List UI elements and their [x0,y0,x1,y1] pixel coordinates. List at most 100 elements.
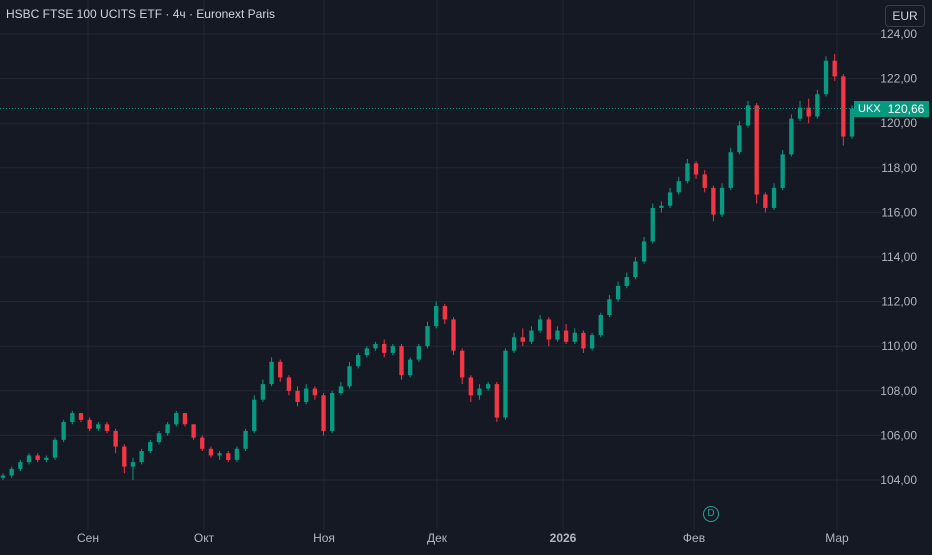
candle-body [607,299,612,315]
candle-body [468,377,473,396]
candle-body [165,424,170,434]
y-tick-label: 124,00 [880,27,917,41]
candle-body [537,319,543,331]
candle-body [529,330,534,342]
candle-body [737,125,742,153]
candle-body [849,108,855,137]
candle-body [806,107,811,117]
candle-body [208,448,214,456]
candle-body [823,60,829,95]
candle-body [797,107,803,119]
y-tick-label: 118,00 [881,161,917,175]
x-tick-label: Фев [683,531,705,545]
candle-body [174,413,179,425]
grid-layer [0,0,882,530]
last-price-tag: UKX 120,66 [854,101,930,117]
candle-body [624,277,629,286]
candle-body [485,384,491,389]
y-tick-label: 114,00 [881,250,917,264]
price-tag-value: 120,66 [884,101,930,117]
candle-body [382,343,387,353]
candle-body [615,285,621,300]
x-tick-label: Дек [427,531,448,545]
candle-body [815,94,820,117]
chart-title: HSBC FTSE 100 UCITS ETF · 4ч · Euronext … [6,7,275,21]
candle-body [61,422,66,440]
candle-body [425,326,430,347]
candle-body [217,453,222,456]
candle-layer [0,54,855,480]
candle-body [373,343,378,349]
candle-body [330,393,335,431]
candle-body [494,384,499,418]
candle-body [745,105,751,126]
y-tick-label: 110,00 [881,339,917,353]
candle-body [9,468,14,476]
candle-body [148,442,153,452]
candle-body [676,181,681,193]
candle-body [0,475,6,478]
candle-body [122,446,127,467]
candle-body [511,337,517,351]
candle-body [771,187,777,208]
candle-body [113,430,118,447]
candle-body [156,433,162,443]
candle-body [399,346,404,376]
candle-body [182,413,188,425]
candle-body [191,424,196,438]
candle-body [728,152,733,188]
y-tick-label: 122,00 [880,72,917,86]
candle-body [390,346,396,353]
candle-body [459,350,465,378]
candle-body [520,337,525,342]
candle-body [789,118,794,155]
candle-body [563,330,569,342]
price-tag-symbol: UKX [854,101,885,117]
candle-body [408,359,413,376]
candle-body [356,355,361,367]
candle-body [555,330,560,340]
candle-body [685,163,690,182]
y-tick-label: 116,00 [881,205,917,219]
candle-body [589,335,595,349]
candle-body [87,419,92,429]
x-tick-label: Сен [77,531,99,545]
candle-body [832,60,837,77]
candle-body [286,377,292,391]
candle-body [711,187,716,215]
x-tick-label: 2026 [550,531,577,545]
y-tick-label: 112,00 [881,295,917,309]
candle-body [260,384,266,400]
candle-body [503,350,508,418]
candle-body [641,241,647,262]
candle-body [572,332,577,342]
y-tick-label: 120,00 [880,116,917,130]
x-tick-label: Ноя [313,531,335,545]
candle-body [295,390,300,402]
candle-body [139,451,144,463]
currency-button[interactable]: EUR [885,5,925,27]
candle-body [659,205,664,208]
candle-body [70,413,75,423]
candle-body [35,455,40,460]
candle-body [693,163,699,175]
candle-body [719,187,725,215]
candle-body [667,192,673,206]
candle-body [96,424,101,429]
dividend-icon[interactable]: D [703,506,719,522]
candle-body [269,361,274,385]
x-tick-label: Мар [825,531,849,545]
candle-body [243,430,248,449]
y-tick-label: 108,00 [880,384,917,398]
candle-body [546,319,551,340]
candle-body [18,462,23,469]
y-tick-label: 104,00 [880,473,917,487]
candle-body [26,455,32,463]
candle-body [598,314,603,336]
candle-body [347,366,352,387]
candle-body [633,261,638,278]
candle-body [754,105,759,195]
candle-body [304,388,309,402]
